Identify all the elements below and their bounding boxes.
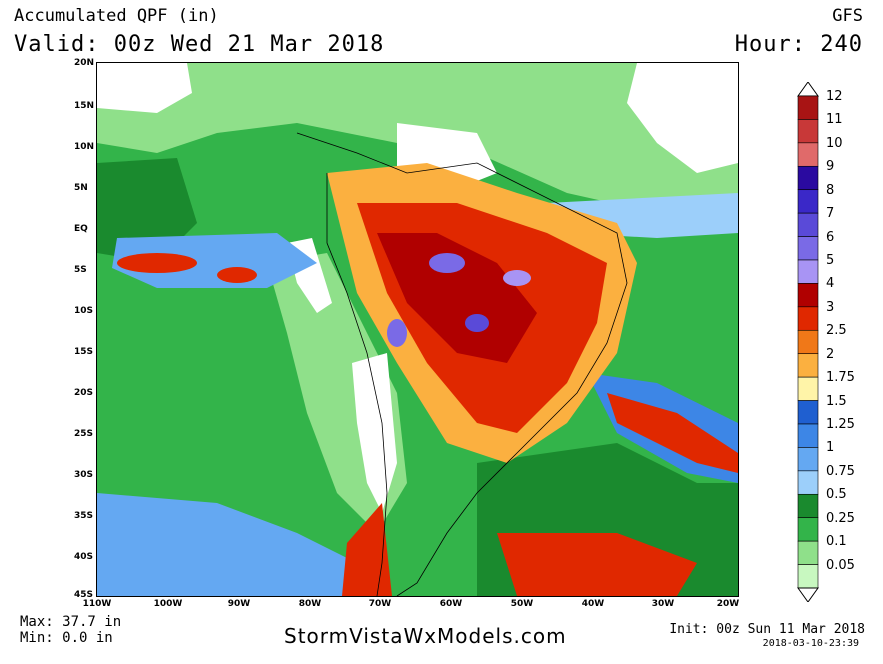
lat-label: EQ — [74, 224, 88, 234]
model-name: GFS — [832, 6, 863, 26]
legend-label: 3 — [826, 299, 835, 315]
legend-swatch — [797, 189, 819, 214]
dry-area-northwest — [97, 63, 192, 113]
legend-label: 7 — [826, 206, 835, 222]
legend-colorbar — [797, 82, 819, 602]
lon-label: 70W — [368, 599, 392, 609]
legend-label: 0.25 — [826, 510, 855, 526]
legend-label: 6 — [826, 229, 835, 245]
legend-swatch — [797, 119, 819, 144]
legend-arrow-bottom — [797, 587, 819, 602]
lat-label: 15S — [74, 347, 94, 357]
legend-swatch — [797, 142, 819, 167]
precip-red-southatlantic — [607, 393, 738, 473]
max-value: Max: 37.7 in — [20, 614, 122, 630]
lon-label: 100W — [153, 599, 183, 609]
lat-label: 45S — [74, 590, 94, 600]
precip-red-itcz — [217, 267, 257, 283]
legend-label: 9 — [826, 159, 835, 175]
legend-label: 1 — [826, 440, 835, 456]
lat-label: 5N — [74, 183, 88, 193]
precip-red-south — [497, 533, 697, 596]
legend-label: 2.5 — [826, 323, 847, 339]
lat-label: 30S — [74, 470, 94, 480]
legend-swatch — [797, 423, 819, 448]
coastline — [296, 132, 628, 596]
legend-label: 0.05 — [826, 557, 855, 573]
lon-label: 110W — [82, 599, 112, 609]
legend-swatch — [797, 493, 819, 519]
legend-label: 1.5 — [826, 393, 847, 409]
precip-purple-blob — [387, 319, 407, 347]
legend-swatch — [797, 212, 819, 237]
lat-label: 40S — [74, 552, 94, 562]
legend-label: 1.75 — [826, 370, 855, 386]
legend-arrow-top — [797, 82, 819, 97]
precip-red-itcz — [117, 253, 197, 273]
lat-label: 20S — [74, 388, 94, 398]
legend-swatch — [797, 517, 819, 542]
precipitation-map — [96, 62, 739, 597]
precip-purple-blob — [465, 314, 489, 332]
precip-purple-blob — [503, 270, 531, 286]
legend-label: 4 — [826, 276, 835, 292]
legend-label: 5 — [826, 253, 835, 268]
legend-label: 12 — [826, 89, 843, 104]
map-title: Accumulated QPF (in) — [14, 6, 219, 26]
legend-label: 1.25 — [826, 417, 855, 432]
lon-label: 90W — [227, 599, 251, 609]
dry-area-northeast — [627, 63, 738, 173]
lon-label: 30W — [651, 599, 675, 609]
legend-swatch — [797, 353, 819, 378]
valid-time: Valid: 00z Wed 21 Mar 2018 — [14, 32, 385, 57]
legend-label: 11 — [826, 112, 843, 128]
legend-label: 8 — [826, 182, 835, 198]
credit-text: StormVistaWxModels.com — [284, 624, 567, 648]
legend-swatch — [797, 470, 819, 495]
color-legend: 12 11 10 9 8 7 6 5 4 3 2.5 2 1.75 1.5 1.25 1 0.75 0.5 0.25… — [796, 82, 876, 602]
lat-label: 25S — [74, 429, 94, 439]
precip-darkred-amazon — [377, 233, 537, 363]
lat-label: 5S — [74, 265, 87, 275]
legend-label: 10 — [826, 135, 843, 151]
lat-label: 15N — [74, 101, 95, 111]
precip-blue-itcz — [112, 233, 317, 288]
forecast-hour: Hour: 240 — [734, 32, 863, 57]
legend-swatch — [797, 306, 819, 331]
legend-swatch — [797, 236, 819, 261]
lon-label: 40W — [581, 599, 605, 609]
legend-swatch — [797, 564, 819, 589]
precip-purple-blob — [429, 253, 465, 273]
legend-swatch — [797, 283, 819, 308]
legend-swatch — [797, 447, 819, 472]
legend-swatch — [797, 540, 819, 565]
lat-label: 35S — [74, 511, 94, 521]
lat-label: 10N — [74, 142, 95, 152]
legend-swatch — [797, 259, 819, 284]
lon-label: 80W — [298, 599, 322, 609]
legend-swatch — [797, 400, 819, 425]
legend-swatch — [797, 95, 819, 120]
init-time: Init: 00z Sun 11 Mar 2018 — [669, 622, 865, 637]
legend-label: 0.1 — [826, 534, 847, 550]
min-value: Min: 0.0 in — [20, 630, 113, 646]
lon-label: 20W — [716, 599, 740, 609]
legend-label: 0.75 — [826, 463, 855, 479]
lat-label: 20N — [74, 58, 95, 68]
legend-swatch — [797, 329, 819, 355]
precip-blue-southwest — [97, 493, 367, 596]
map-canvas — [97, 63, 738, 596]
legend-swatch — [797, 165, 819, 191]
lat-label: 10S — [74, 306, 94, 316]
legend-swatch — [797, 376, 819, 401]
lon-label: 50W — [510, 599, 534, 609]
legend-label: 0.5 — [826, 487, 847, 503]
lon-label: 60W — [439, 599, 463, 609]
precip-red-chile — [342, 503, 392, 596]
timestamp: 2018-03-10-23:39 — [762, 638, 859, 649]
legend-label: 2 — [826, 346, 835, 362]
